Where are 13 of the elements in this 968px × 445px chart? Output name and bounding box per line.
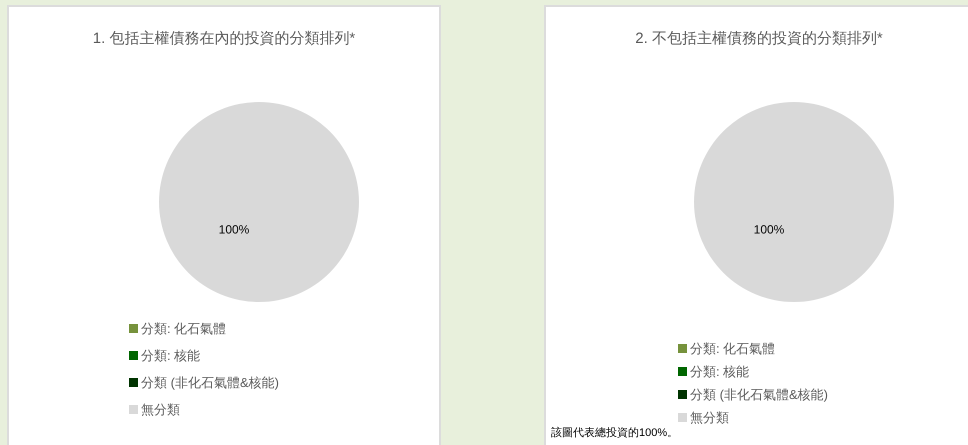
legend-label: 分類: 化石氣體: [690, 340, 776, 358]
legend-label: 分類 (非化石氣體&核能): [690, 386, 828, 404]
legend-label: 分類: 化石氣體: [141, 320, 226, 338]
legend-label: 分類: 核能: [690, 362, 750, 380]
legend-label: 無分類: [141, 400, 180, 418]
chart-title: 2. 不包括主權債務的投資的分類排列*: [634, 29, 884, 48]
text: 該圖代表總投資的100%。: [551, 426, 678, 440]
legend-label: 分類: 核能: [141, 346, 200, 364]
data-label: 100%: [754, 222, 785, 236]
legend-label: 無分類: [690, 408, 729, 426]
data-label: 100%: [218, 222, 250, 236]
legend-label: 分類 (非化石氣體&核能): [141, 374, 279, 392]
chart-title: 1. 包括主權債務在內的投資的分類排列*: [92, 29, 356, 48]
